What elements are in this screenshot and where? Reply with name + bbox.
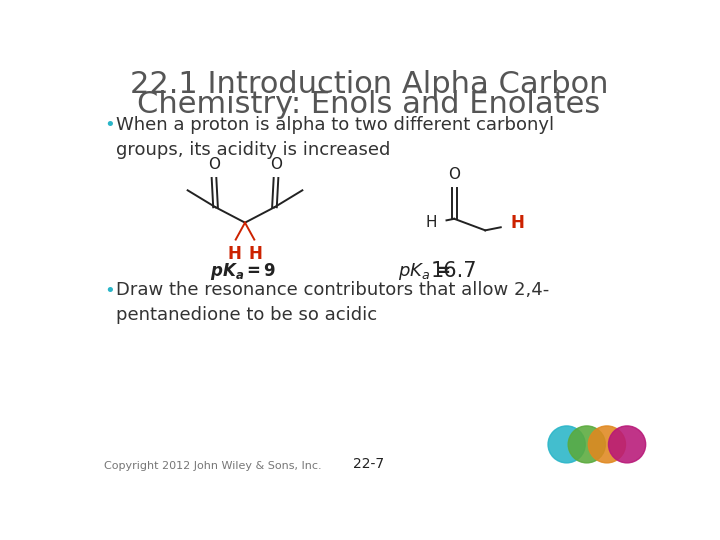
Text: 22-7: 22-7 <box>354 457 384 471</box>
Circle shape <box>588 426 626 463</box>
Text: Draw the resonance contributors that allow 2,4-
pentanedione to be so acidic: Draw the resonance contributors that all… <box>117 281 549 324</box>
Text: •: • <box>104 282 114 300</box>
Text: O: O <box>449 167 460 182</box>
Circle shape <box>548 426 585 463</box>
Text: H: H <box>249 245 263 263</box>
Text: •: • <box>104 117 114 134</box>
Text: H: H <box>426 215 437 230</box>
Text: O: O <box>208 157 220 172</box>
Text: Copyright 2012 John Wiley & Sons, Inc.: Copyright 2012 John Wiley & Sons, Inc. <box>104 461 322 471</box>
Circle shape <box>608 426 646 463</box>
Text: $\bfit{p}$$\bfit{K}_{\bfit{a}}$$\bf{ = 9}$: $\bfit{p}$$\bfit{K}_{\bfit{a}}$$\bf{ = 9… <box>210 261 276 282</box>
Text: H: H <box>510 214 524 232</box>
Text: H: H <box>228 245 241 263</box>
Text: Chemistry: Enols and Enolates: Chemistry: Enols and Enolates <box>138 90 600 119</box>
Text: 22.1 Introduction Alpha Carbon: 22.1 Introduction Alpha Carbon <box>130 70 608 99</box>
Circle shape <box>568 426 606 463</box>
Text: O: O <box>270 157 282 172</box>
Text: $\it{p}K_{\it{a}}$ =: $\it{p}K_{\it{a}}$ = <box>398 261 454 282</box>
Text: When a proton is alpha to two different carbonyl
groups, its acidity is increase: When a proton is alpha to two different … <box>117 116 554 159</box>
Text: 16.7: 16.7 <box>431 261 477 281</box>
